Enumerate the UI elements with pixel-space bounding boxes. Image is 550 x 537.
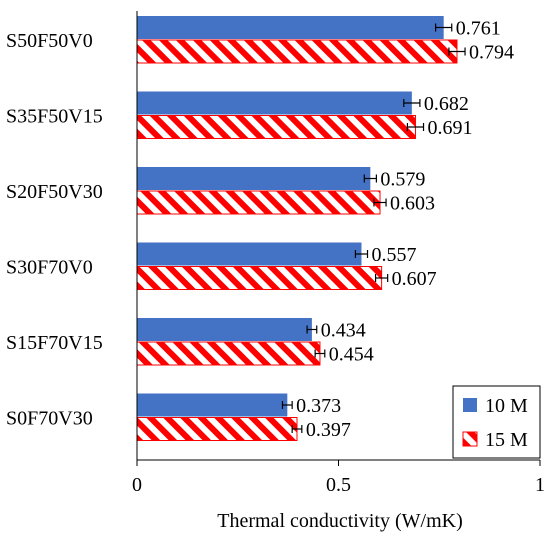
bar <box>136 115 416 139</box>
bar <box>137 91 412 115</box>
data-label: 0.794 <box>469 42 514 64</box>
legend: 10 M 15 M <box>452 385 541 459</box>
x-ticks: 0 0.5 1 <box>132 460 545 496</box>
x-axis-title: Thermal conductivity (W/mK) <box>217 510 462 532</box>
data-label: 0.454 <box>329 344 374 366</box>
bar <box>136 266 383 290</box>
x-tick-label: 1 <box>535 474 545 496</box>
bar <box>136 417 298 441</box>
data-label: 0.434 <box>321 320 366 342</box>
data-label: 0.682 <box>424 93 469 115</box>
category-label: S15F70V15 <box>6 332 103 354</box>
bar <box>137 393 288 417</box>
legend-label-15m: 15 M <box>485 429 528 451</box>
category-label: S20F50V30 <box>6 181 103 203</box>
data-label: 0.557 <box>372 244 417 266</box>
bar <box>136 341 321 366</box>
x-tick-label: 0.5 <box>326 474 351 496</box>
data-label: 0.579 <box>380 169 425 191</box>
legend-swatch-15m <box>462 431 478 447</box>
data-label: 0.397 <box>306 419 351 441</box>
bar <box>137 16 444 39</box>
data-label: 0.373 <box>296 395 341 417</box>
bar <box>136 39 458 64</box>
data-label: 0.691 <box>428 117 473 139</box>
data-label: 0.607 <box>392 268 437 290</box>
category-label: S50F50V0 <box>6 30 93 52</box>
category-label: S30F70V0 <box>6 257 93 279</box>
bar <box>137 167 371 190</box>
x-tick-label: 0 <box>132 474 142 496</box>
category-label: S35F50V15 <box>6 106 103 128</box>
category-label: S0F70V30 <box>6 408 93 430</box>
data-label: 0.761 <box>456 18 501 40</box>
data-label: 0.603 <box>390 193 435 215</box>
legend-label-10m: 10 M <box>485 395 528 417</box>
bar <box>137 242 362 266</box>
bar <box>136 190 381 215</box>
bars-layer <box>136 16 466 441</box>
bar <box>137 318 312 341</box>
category-labels: S50F50V0 S35F50V15 S20F50V30 S30F70V0 S15F70… <box>6 30 103 430</box>
legend-swatch-10m <box>463 398 477 412</box>
